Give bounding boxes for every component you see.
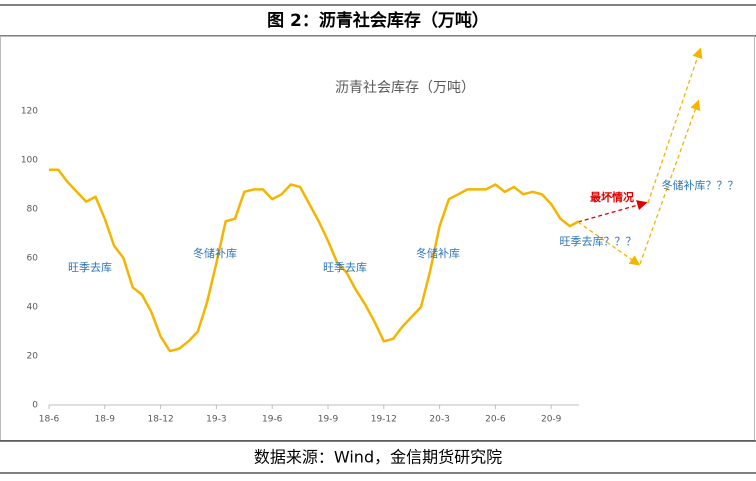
arrow bbox=[577, 200, 648, 223]
arrow bbox=[577, 221, 641, 266]
x-tick-label: 19-12 bbox=[371, 415, 397, 425]
projection-arrows bbox=[577, 47, 703, 266]
annotation: 旺季去库？？？ bbox=[560, 235, 637, 248]
x-tick-label: 20-6 bbox=[485, 415, 506, 425]
x-tick-label: 20-3 bbox=[429, 415, 449, 425]
annotation: 旺季去库 bbox=[68, 261, 112, 274]
x-tick-label: 18-12 bbox=[148, 415, 174, 425]
chart-frame bbox=[0, 36, 755, 441]
annotation: 冬储补库 bbox=[193, 246, 237, 260]
chart-title: 沥青社会库存（万吨） bbox=[335, 80, 475, 96]
arrow bbox=[647, 47, 703, 204]
y-tick-label: 100 bbox=[21, 156, 38, 166]
x-tick-label: 20-9 bbox=[541, 415, 562, 425]
source: 数据来源：Wind，金信期货研究院 bbox=[254, 448, 502, 467]
x-tick-label: 18-9 bbox=[95, 415, 116, 425]
data-line bbox=[49, 168, 580, 353]
x-tick-label: 19-9 bbox=[318, 415, 339, 425]
y-tick-label: 0 bbox=[32, 401, 38, 411]
y-tick-label: 120 bbox=[21, 107, 38, 117]
annotation: 最坏情况 bbox=[590, 190, 634, 204]
x-tick-label: 19-3 bbox=[206, 415, 226, 425]
annotation: 冬储补库 bbox=[416, 246, 460, 260]
y-tick-label: 80 bbox=[27, 205, 39, 215]
annotation: 旺季去库 bbox=[323, 261, 367, 274]
annotation: 冬储补库？？？ bbox=[662, 178, 739, 192]
y-tick-label: 40 bbox=[27, 303, 39, 313]
y-tick-label: 60 bbox=[27, 254, 39, 264]
figure-title: 图 2：沥青社会库存（万吨） bbox=[267, 10, 489, 31]
x-tick-label: 18-6 bbox=[39, 415, 60, 425]
arrow bbox=[639, 99, 701, 265]
x-tick-label: 19-6 bbox=[262, 415, 283, 425]
y-tick-label: 20 bbox=[27, 352, 39, 362]
